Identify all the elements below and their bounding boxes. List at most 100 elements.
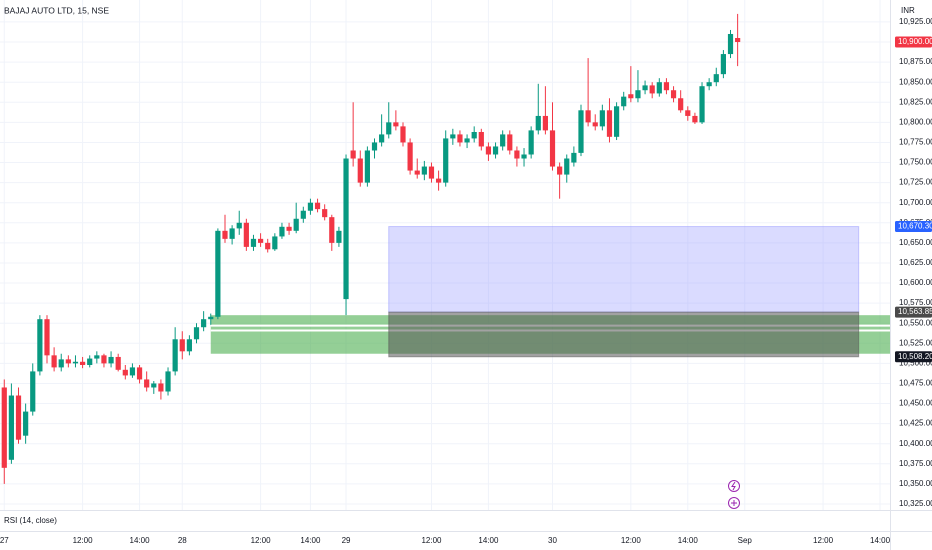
candle-body xyxy=(706,82,712,87)
y-tick-label: 10,775.00 xyxy=(899,138,932,147)
candle-body xyxy=(685,110,691,116)
x-tick-label: 14:00 xyxy=(678,536,699,545)
y-tick-label: 10,550.00 xyxy=(899,318,932,327)
x-tick-label: 12:00 xyxy=(251,536,272,545)
candle-body xyxy=(642,85,648,91)
candle-body xyxy=(699,86,705,123)
candle-body xyxy=(521,154,527,159)
y-tick-label: 10,850.00 xyxy=(899,77,932,86)
x-tick-label: 12:00 xyxy=(621,536,642,545)
candle-body xyxy=(386,122,392,135)
candle-body xyxy=(87,358,93,365)
candle-body xyxy=(201,319,207,328)
candle-body xyxy=(471,131,477,139)
candle-body xyxy=(663,82,670,91)
candle-body xyxy=(272,236,278,250)
currency: INR xyxy=(901,6,915,15)
y-tick-label: 10,425.00 xyxy=(899,419,932,428)
candle-body xyxy=(286,226,292,231)
candle-body xyxy=(293,218,299,231)
y-tick-label: 10,625.00 xyxy=(899,258,932,267)
x-tick-label: 12:00 xyxy=(813,536,834,545)
candle-body xyxy=(528,130,534,155)
candle-body xyxy=(144,379,150,388)
x-tick-label: 14:00 xyxy=(478,536,499,545)
candle-body xyxy=(115,356,121,370)
candle-body xyxy=(507,134,513,151)
y-tick-label: 10,525.00 xyxy=(899,338,932,347)
candle-body xyxy=(621,96,627,107)
candle-body xyxy=(79,361,86,365)
candle-body xyxy=(364,150,370,183)
x-tick-label: 27 xyxy=(0,536,9,545)
candle-body xyxy=(635,90,641,99)
y-tick-label: 10,375.00 xyxy=(899,459,932,468)
candle-body xyxy=(322,209,328,218)
candle-body xyxy=(165,371,171,392)
candle-body xyxy=(400,126,406,143)
candle-body xyxy=(208,316,214,320)
price-tag xyxy=(895,351,932,363)
alert-icon[interactable] xyxy=(728,480,740,492)
candle-body xyxy=(407,142,413,171)
price-tag-label: 10,900.00 xyxy=(898,37,932,46)
candle-body xyxy=(250,238,257,247)
y-tick-label: 10,650.00 xyxy=(899,238,932,247)
y-tick-label: 10,600.00 xyxy=(899,278,932,287)
candle-body xyxy=(450,134,456,139)
candle-body xyxy=(357,158,363,183)
y-tick-label: 10,825.00 xyxy=(899,97,932,106)
add-icon[interactable] xyxy=(728,497,740,509)
candle-body xyxy=(485,146,492,155)
alert-icons[interactable] xyxy=(728,480,740,509)
candle-body xyxy=(692,115,698,123)
candle-body xyxy=(229,228,235,239)
candle-body xyxy=(243,222,249,247)
range-box xyxy=(388,226,860,313)
candle-body xyxy=(193,327,200,340)
candle-body xyxy=(172,339,178,372)
y-tick-label: 10,725.00 xyxy=(899,178,932,187)
candle-body xyxy=(379,134,385,143)
candle-body xyxy=(464,138,470,143)
indicator-label: RSI (14, close) xyxy=(4,516,57,525)
candle-body xyxy=(492,146,499,155)
candle-body xyxy=(151,383,157,388)
x-tick-label: 14:00 xyxy=(870,536,891,545)
candle-body xyxy=(371,142,378,151)
candle-body xyxy=(72,361,79,364)
y-tick-label: 10,500.00 xyxy=(899,358,932,367)
y-tick-label: 10,575.00 xyxy=(899,298,932,307)
x-tick-label: 28 xyxy=(178,536,187,545)
candle-body xyxy=(307,202,314,211)
y-tick-label: 10,875.00 xyxy=(899,57,932,66)
candle-body xyxy=(549,130,556,167)
x-tick-label: Sep xyxy=(738,536,753,545)
candle-body xyxy=(51,355,57,368)
candle-body xyxy=(720,54,726,75)
price-tag xyxy=(895,306,932,318)
price-tag-label: 10,563.85 xyxy=(898,307,932,316)
candle-body xyxy=(421,166,427,175)
candle-body xyxy=(592,122,598,127)
add-glyph xyxy=(731,500,737,506)
chart-title: BAJAJ AUTO LTD, 15, NSE xyxy=(4,5,109,15)
candle-body xyxy=(179,339,185,352)
candle-body xyxy=(30,371,36,412)
candle-body xyxy=(136,367,143,380)
candle-body xyxy=(727,33,734,55)
candle-body xyxy=(65,359,71,364)
plot-area xyxy=(0,0,890,510)
candle-body xyxy=(414,170,420,175)
x-tick-label: 29 xyxy=(342,536,351,545)
candle-body xyxy=(557,166,563,175)
candle-body xyxy=(393,122,399,127)
candle-body xyxy=(656,82,662,94)
candle-body xyxy=(158,383,164,392)
candle-body xyxy=(457,134,463,143)
candle-body xyxy=(606,110,613,137)
candle-body xyxy=(613,106,620,137)
candle-body xyxy=(265,242,271,250)
